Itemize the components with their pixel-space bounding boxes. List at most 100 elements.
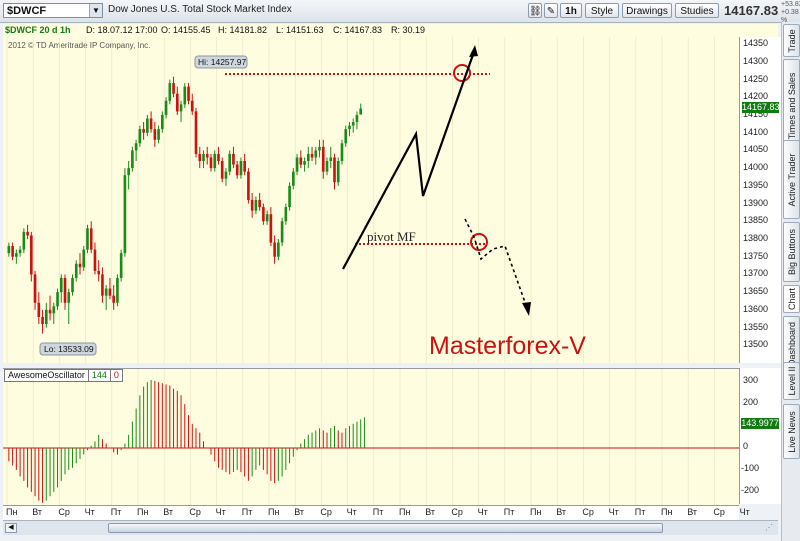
scroll-left-icon[interactable]: ◀ (5, 523, 17, 533)
drawings-label: Drawings (626, 6, 668, 17)
bar-open: O: 14155.45 (161, 25, 211, 35)
candle-body (273, 242, 276, 257)
oscillator-axis[interactable]: -200-1000100200300 (739, 368, 782, 504)
price-tick-label: 13950 (743, 179, 769, 190)
price-tick-label: 13600 (743, 303, 769, 314)
lo-label: Lo: 13533.09 (44, 344, 94, 354)
candle-body (44, 309, 48, 325)
candle-body (220, 161, 224, 179)
tab-live-news[interactable]: Live News (783, 404, 800, 459)
tab-big-buttons[interactable]: Big Buttons (783, 222, 800, 282)
projection-dotted-path[interactable] (464, 218, 528, 309)
candle-body (303, 161, 306, 165)
trend-zigzag[interactable] (342, 48, 477, 270)
candle-body (239, 161, 243, 176)
symbol-input[interactable]: $DWCF ▼ (3, 3, 103, 18)
date-tick-label: Пн (268, 507, 280, 517)
candle-body (22, 231, 26, 250)
pivot-circle[interactable] (470, 233, 488, 251)
bar-date: D: 18.07.12 17:00 (86, 25, 158, 35)
interval-button[interactable]: 1h (560, 3, 582, 18)
tab-active-trader[interactable]: Active Trader (783, 140, 800, 219)
date-tick-label: Чт (477, 507, 488, 517)
candle-body (213, 153, 217, 169)
change-display: +53.83+0.38 % (781, 1, 800, 25)
candle-body (149, 118, 153, 130)
tab-label: Dashboard (786, 321, 797, 366)
candle-body (123, 175, 127, 254)
tab-label: Times and Sales (786, 72, 797, 139)
candle-body (351, 122, 355, 126)
candle-body (321, 146, 325, 172)
candle-body (318, 146, 321, 151)
style-button[interactable]: Style (585, 3, 619, 18)
price-tick-label: 14000 (743, 162, 769, 173)
annotation-drawings[interactable] (225, 45, 531, 316)
resize-grip-icon[interactable]: ⋰ (765, 523, 773, 532)
date-tick-label: Пн (530, 507, 542, 517)
price-tick-label: 13800 (743, 232, 769, 243)
settings-icon[interactable]: ✎ (544, 3, 558, 18)
oscillator-legend[interactable]: AwesomeOscillator 144 0 (4, 369, 123, 382)
candle-body (131, 150, 134, 169)
chart-scrollbar[interactable]: ◀ ⋰ (3, 520, 778, 535)
tab-trade[interactable]: Trade (783, 24, 800, 57)
candle-body (59, 277, 63, 293)
candle-body (198, 153, 202, 162)
candle-body (310, 153, 314, 158)
watermark-text: Masterforex-V (429, 332, 586, 360)
tab-label: Chart (786, 287, 797, 311)
date-tick-label: Пт (110, 507, 122, 517)
tab-times-and-sales[interactable]: Times and Sales (783, 59, 800, 152)
oscillator-pane[interactable] (3, 368, 739, 505)
candle-body (235, 164, 239, 176)
price-tick-label: 13900 (743, 197, 769, 208)
price-tick-label: 13700 (743, 268, 769, 279)
chevron-down-icon[interactable]: ▼ (89, 4, 102, 17)
date-axis[interactable]: Пн Вт Ср Чт Пт Пн Вт Ср Чт Пт Пн Вт Ср Чт Пт Пн Вт Ср Чт Пт… (3, 505, 750, 520)
scroll-thumb[interactable] (108, 523, 663, 533)
date-tick-label: Ср (451, 507, 463, 517)
arrow-down-icon (522, 302, 531, 316)
candle-body (175, 93, 179, 112)
tab-level-ii[interactable]: Level II (783, 362, 800, 400)
candle-body (74, 263, 78, 278)
hi-circle[interactable] (453, 64, 471, 82)
studies-button[interactable]: Studies (675, 3, 719, 18)
candle-body (101, 274, 104, 296)
price-chart-pane[interactable]: 2012 © TD Ameritrade IP Company, Inc. Hi… (3, 37, 739, 363)
price-axis[interactable]: 13500 13550 13600 13650 13700 13750 13800 13850… (739, 37, 782, 363)
candle-body (37, 302, 41, 317)
oscillator-name: AwesomeOscillator (5, 370, 89, 381)
oscillator-chart[interactable] (3, 369, 739, 505)
candle-body (344, 129, 348, 144)
date-tick-label: Пн (6, 507, 18, 517)
price-chart[interactable]: 2012 © TD Ameritrade IP Company, Inc. Hi… (3, 37, 739, 363)
candle-body (183, 86, 187, 105)
oscillator-grid (3, 369, 739, 505)
link-icon[interactable]: ⛓ (528, 3, 542, 18)
tab-chart[interactable]: Chart (783, 285, 800, 313)
oscillator-param1: 144 (89, 370, 111, 381)
drawings-button[interactable]: Drawings (622, 3, 672, 18)
last-price: 14167.83 (724, 3, 779, 18)
price-tick-label: 13550 (743, 321, 769, 332)
candle-body (224, 171, 228, 179)
date-tick-label: Ср (320, 507, 332, 517)
candle-body (295, 157, 299, 172)
candle-body (190, 100, 194, 112)
price-tick-label: 13500 (743, 339, 769, 350)
style-label: Style (590, 6, 614, 17)
bar-range: R: 30.19 (391, 25, 426, 35)
tab-label: Big Buttons (786, 228, 797, 276)
candle-body (247, 171, 250, 200)
hi-label: Hi: 14257.97 (198, 57, 246, 67)
price-tick-label: 14250 (743, 73, 769, 84)
candles (7, 76, 363, 334)
price-tick-label: 14150 (743, 108, 769, 119)
date-tick-label: Ср (582, 507, 594, 517)
candle-body (138, 129, 142, 144)
osc-tick-label: -200 (741, 484, 760, 495)
hi-label-box (194, 55, 248, 69)
candle-body (112, 295, 115, 303)
